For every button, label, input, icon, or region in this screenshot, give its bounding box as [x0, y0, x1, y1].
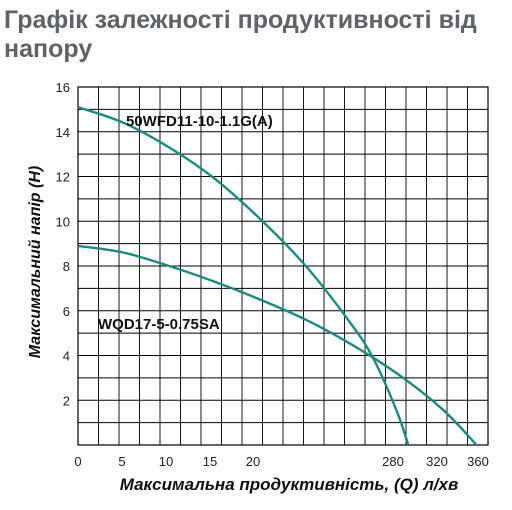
x-tick-label: 15 [203, 454, 217, 469]
series-label-2: WQD17-5-0.75SA [98, 316, 220, 333]
series-line-1 [77, 105, 410, 446]
y-tick-label: 10 [56, 214, 70, 229]
x-tick-label: 10 [159, 454, 173, 469]
x-tick-label: 20 [246, 454, 260, 469]
y-tick-label: 12 [56, 170, 70, 185]
y-tick-label: 6 [63, 304, 70, 319]
series-label-1: 50WFD11-10-1.1G(A) [126, 113, 273, 130]
x-tick-label: 280 [382, 454, 404, 469]
grid [77, 86, 489, 446]
y-tick-label: 14 [56, 125, 70, 140]
y-tick-label: 4 [63, 349, 70, 364]
x-tick-labels: 0 5 10 15 20 280 320 360 [74, 454, 488, 469]
y-axis-label: Максимальний напір (H) [27, 166, 44, 358]
x-tick-label: 320 [426, 454, 448, 469]
x-tick-label: 5 [118, 454, 125, 469]
y-tick-labels: 2 4 6 8 10 12 14 16 [56, 80, 70, 408]
series-line-2 [77, 244, 478, 446]
x-axis-label: Максимальна продуктивність, (Q) л/хв [120, 475, 459, 494]
x-tick-label: 0 [74, 454, 81, 469]
series-lines [77, 105, 478, 446]
y-tick-label: 8 [63, 259, 70, 274]
y-tick-label: 16 [56, 80, 70, 95]
y-tick-label: 2 [63, 393, 70, 408]
chart-title: Графік залежності продуктивності від нап… [4, 6, 477, 63]
x-tick-label: 360 [467, 454, 489, 469]
